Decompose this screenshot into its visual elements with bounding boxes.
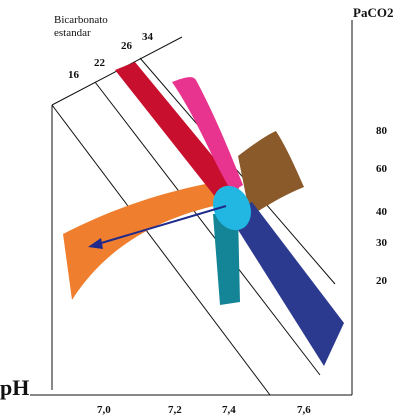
direction-arrow — [88, 205, 227, 249]
paco2-tick-40: 40 — [376, 206, 388, 218]
bicarbonate-label-line2: estandar — [54, 27, 91, 39]
ph-tick-7-2: 7,2 — [168, 404, 182, 416]
paco2-tick-80: 80 — [376, 125, 388, 137]
pink-band — [172, 77, 243, 192]
cyan-normal-zone — [213, 185, 251, 231]
paco2-tick-30: 30 — [376, 237, 388, 249]
orange-band — [63, 180, 232, 300]
bicarbonate-tick-34: 34 — [142, 31, 154, 43]
bicarbonate-tick-16: 16 — [68, 69, 80, 81]
bicarbonate-tick-22: 22 — [94, 57, 106, 69]
iso-line-34 — [139, 57, 336, 285]
bicarbonate-label-line1: Bicarbonato — [54, 14, 108, 26]
paco2-tick-20: 20 — [376, 275, 388, 287]
frame-lines — [30, 20, 353, 396]
bicarbonate-tick-26: 26 — [121, 40, 133, 52]
ph-title: pH — [0, 375, 29, 400]
ph-tick-7-6: 7,6 — [297, 404, 311, 416]
paco2-tick-60: 60 — [376, 163, 388, 175]
arrow-shaft — [97, 205, 227, 245]
arrow-head — [88, 238, 103, 249]
bands — [63, 62, 344, 366]
brown-band — [238, 131, 304, 216]
ph-tick-7-4: 7,4 — [222, 404, 236, 416]
paco2-title: PaCO2 — [353, 5, 393, 20]
ph-tick-7-0: 7,0 — [97, 404, 111, 416]
iso-line-16 — [51, 104, 271, 396]
iso-line-22 — [94, 81, 321, 376]
teal-band — [213, 214, 240, 305]
navy-band — [228, 202, 344, 366]
red-band — [115, 62, 239, 208]
